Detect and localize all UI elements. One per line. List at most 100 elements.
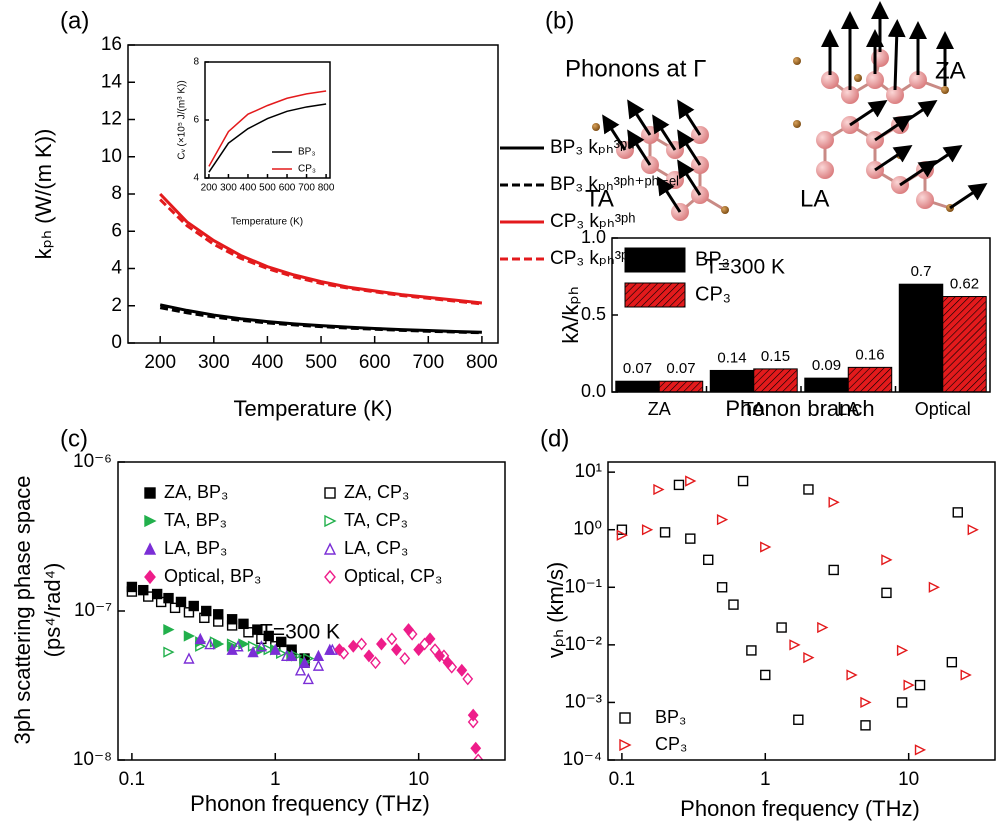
point (338, 646, 350, 660)
legend-label: BP₃ kₚₕ³ᵖʰ⁺ᵖʰ⁻ᵉˡ (550, 174, 679, 195)
point (946, 656, 958, 668)
legend-label: BP₃ kₚₕ³ᵖʰ (550, 137, 634, 158)
point (685, 533, 696, 544)
point (213, 609, 224, 620)
line (208, 103, 327, 173)
point (356, 637, 368, 651)
legend-label: TA, BP₃ (164, 510, 227, 530)
point (653, 483, 665, 496)
legend-marker (324, 487, 336, 499)
point (860, 720, 871, 731)
x-tick-label: Optical (915, 399, 971, 419)
x-tick-label: 500 (259, 183, 276, 194)
diagram-label: ZA (935, 57, 966, 84)
point (226, 620, 238, 631)
legend-label: BP₃ (298, 147, 315, 158)
point (226, 614, 238, 625)
diagram-label: Phonons at Γ (565, 55, 706, 82)
x-tick-label: 800 (466, 352, 498, 373)
point (333, 643, 345, 657)
point (896, 644, 909, 657)
y-tick-label: 16 (101, 34, 122, 55)
value-label: 0.15 (761, 348, 790, 365)
y-tick-label: 6 (193, 115, 199, 126)
legend-marker (324, 569, 336, 585)
bar (709, 369, 755, 393)
x-tick-label: 700 (298, 183, 315, 194)
legend-swatch (624, 282, 686, 308)
point (793, 714, 804, 725)
x-tick-label: 0.1 (119, 769, 145, 790)
point (204, 637, 216, 650)
y-tick-label: 8 (193, 57, 199, 68)
x-axis-title: Temperature (K) (231, 217, 303, 228)
point (881, 554, 893, 566)
point (828, 496, 840, 508)
point (914, 679, 926, 691)
x-tick-label: 700 (412, 352, 444, 373)
y-tick-label: 10⁻⁶ (73, 451, 112, 472)
y-tick-label: 10¹ (575, 461, 602, 482)
y-tick-label: 10⁻⁷ (74, 600, 112, 621)
point (413, 643, 425, 657)
value-label: 0.14 (717, 349, 746, 366)
bar (658, 380, 704, 393)
legend-marker (619, 738, 632, 752)
plot-frame (117, 461, 506, 761)
x-axis-title: Temperature (K) (234, 396, 393, 421)
point (269, 643, 281, 655)
chart-panel: 10⁻⁸ 10⁻⁷ 10⁻⁶ 0.1 1 10 ZA, BP₃ ZA, CP₃ TA, BP₃ T… (10, 425, 506, 816)
point (370, 656, 381, 670)
point (467, 708, 479, 722)
point (399, 652, 411, 665)
point (881, 587, 892, 599)
point (238, 618, 249, 630)
point (914, 744, 927, 756)
y-axis-title: kₚₕ (W/(m K)) (31, 129, 56, 260)
za-mode (793, 1, 954, 104)
legend-marker (619, 712, 631, 724)
x-tick-label: 600 (279, 183, 296, 194)
x-axis-title: Phonon branch (725, 396, 874, 421)
point (363, 649, 375, 663)
point (817, 621, 829, 634)
inset-background (205, 62, 330, 178)
point (391, 643, 402, 657)
point (163, 623, 175, 636)
point (312, 659, 325, 671)
y-tick-label: 0 (111, 332, 122, 353)
point (419, 637, 431, 651)
point (243, 627, 254, 638)
point (256, 633, 267, 645)
value-label: 0.7 (911, 263, 932, 280)
y-axis-title: Cᵥ (×10⁵ J/(m³ K)) (177, 80, 188, 159)
point (846, 669, 858, 681)
point (716, 513, 729, 526)
legend-label: CP₃ kₚₕ³ᵖʰ (550, 211, 636, 232)
point (659, 527, 671, 538)
bar (615, 380, 660, 393)
y-tick-label: 14 (101, 71, 123, 92)
annotation: T=300 K (705, 256, 785, 279)
x-tick-label: 1 (760, 769, 771, 790)
point (456, 663, 468, 677)
point (232, 640, 244, 652)
plot-frame (611, 237, 991, 393)
legend-marker (144, 569, 156, 585)
point (406, 627, 418, 641)
panel-label: (a) (60, 7, 89, 34)
point (376, 637, 387, 651)
point (760, 669, 771, 681)
y-tick-label: 0.0 (581, 381, 606, 401)
legend-marker (144, 487, 156, 499)
point (169, 602, 181, 614)
point (716, 582, 728, 593)
y-tick-label: 8 (111, 183, 122, 204)
x-tick-label: 10 (898, 769, 919, 790)
point (641, 524, 654, 536)
plot-frame (607, 461, 996, 761)
point (263, 630, 274, 642)
legend-label: ZA, BP₃ (164, 482, 228, 502)
